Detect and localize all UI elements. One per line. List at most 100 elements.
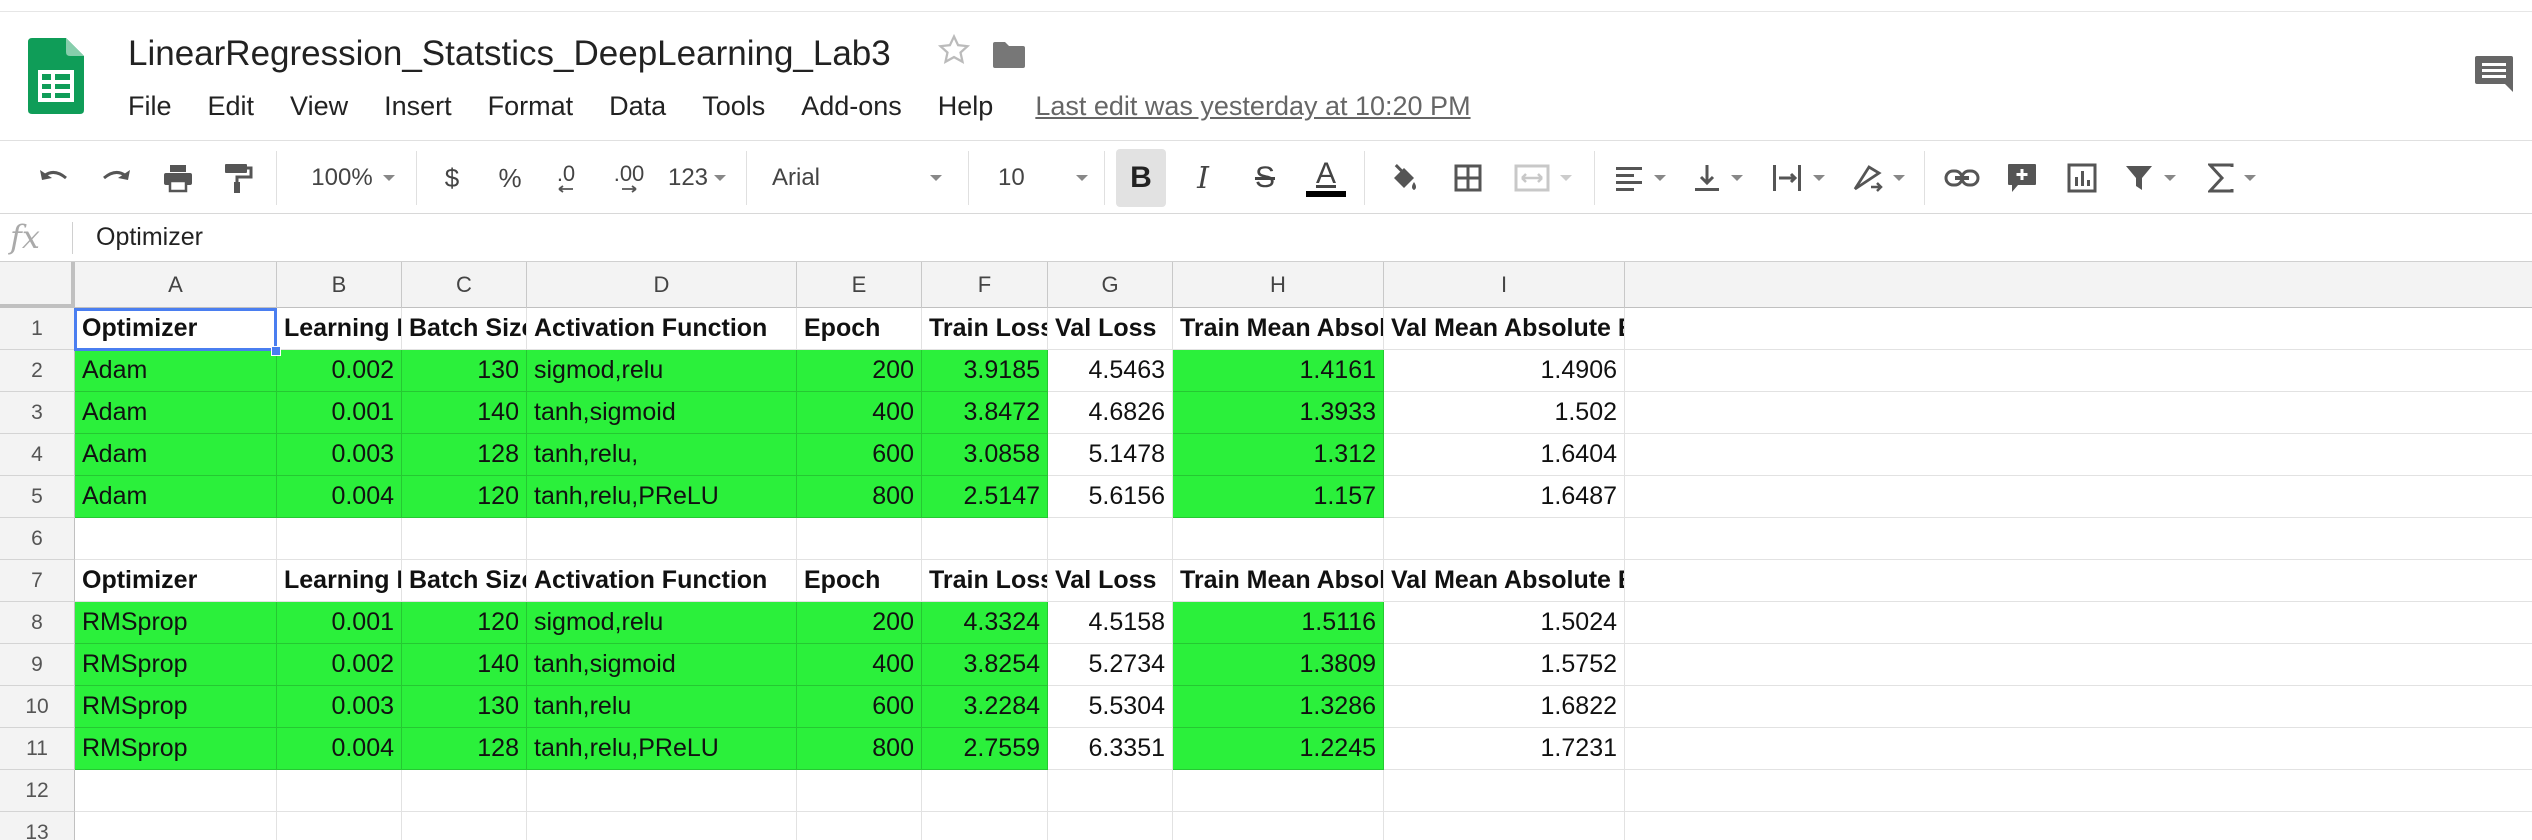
column-header-b[interactable]: B — [277, 262, 402, 308]
zoom-select[interactable]: 100% — [298, 141, 408, 215]
sheets-logo-icon[interactable] — [28, 38, 84, 114]
column-header-h[interactable]: H — [1173, 262, 1384, 308]
data-cell[interactable]: 600 — [797, 686, 922, 728]
column-header-e[interactable]: E — [797, 262, 922, 308]
column-header-c[interactable]: C — [402, 262, 527, 308]
column-header-g[interactable]: G — [1048, 262, 1173, 308]
data-cell[interactable]: 140 — [402, 392, 527, 434]
column-header-i[interactable]: I — [1384, 262, 1625, 308]
paint-format-icon[interactable] — [218, 141, 258, 215]
header-cell[interactable]: Train Loss — [922, 560, 1048, 602]
empty-cell[interactable] — [1048, 812, 1173, 840]
empty-cell[interactable] — [922, 770, 1048, 812]
vertical-align-icon[interactable] — [1688, 141, 1748, 215]
strikethrough-button[interactable]: S — [1254, 161, 1275, 194]
data-cell[interactable]: 200 — [797, 602, 922, 644]
column-header-f[interactable]: F — [922, 262, 1048, 308]
row-header-6[interactable]: 6 — [0, 518, 75, 560]
data-cell[interactable]: 1.312 — [1173, 434, 1384, 476]
data-cell[interactable]: 5.2734 — [1048, 644, 1173, 686]
menu-data[interactable]: Data — [609, 90, 667, 121]
empty-cell[interactable] — [1384, 770, 1625, 812]
data-cell[interactable]: 1.157 — [1173, 476, 1384, 518]
data-cell[interactable]: 120 — [402, 602, 527, 644]
empty-cell[interactable] — [402, 812, 527, 840]
menu-file[interactable]: File — [128, 90, 172, 121]
data-cell[interactable]: RMSprop — [75, 728, 277, 770]
data-cell[interactable]: 0.003 — [277, 434, 402, 476]
empty-cell[interactable] — [527, 770, 797, 812]
empty-cell[interactable] — [527, 518, 797, 560]
data-cell[interactable]: 1.3933 — [1173, 392, 1384, 434]
increase-decimal-button[interactable]: .00 — [606, 141, 652, 215]
data-cell[interactable]: 400 — [797, 392, 922, 434]
data-cell[interactable]: 4.5158 — [1048, 602, 1173, 644]
data-cell[interactable]: 1.6487 — [1384, 476, 1625, 518]
header-cell[interactable]: Learning Rate — [277, 560, 402, 602]
menu-add-ons[interactable]: Add-ons — [801, 90, 902, 121]
merge-cells-icon[interactable] — [1508, 141, 1578, 215]
empty-cell[interactable] — [1173, 812, 1384, 840]
data-cell[interactable]: 3.0858 — [922, 434, 1048, 476]
row-header-8[interactable]: 8 — [0, 602, 75, 644]
data-cell[interactable]: Adam — [75, 476, 277, 518]
star-icon[interactable] — [937, 33, 971, 67]
empty-cell[interactable] — [797, 770, 922, 812]
row-header-1[interactable]: 1 — [0, 308, 75, 350]
row-header-2[interactable]: 2 — [0, 350, 75, 392]
text-rotation-icon[interactable] — [1846, 141, 1910, 215]
menu-edit[interactable]: Edit — [207, 90, 255, 121]
document-title[interactable]: LinearRegression_Statstics_DeepLearning_… — [128, 34, 891, 73]
fill-color-icon[interactable] — [1380, 141, 1428, 215]
data-cell[interactable]: 4.3324 — [922, 602, 1048, 644]
data-cell[interactable]: Adam — [75, 434, 277, 476]
font-family-select[interactable]: Arial — [772, 141, 942, 215]
data-cell[interactable]: 2.7559 — [922, 728, 1048, 770]
data-cell[interactable]: 1.4161 — [1173, 350, 1384, 392]
empty-cell[interactable] — [922, 518, 1048, 560]
column-header-a[interactable]: A — [75, 262, 277, 308]
menu-format[interactable]: Format — [487, 90, 574, 121]
empty-cell[interactable] — [527, 812, 797, 840]
row-header-3[interactable]: 3 — [0, 392, 75, 434]
data-cell[interactable]: RMSprop — [75, 602, 277, 644]
italic-button[interactable]: I — [1197, 160, 1209, 196]
data-cell[interactable]: 3.8472 — [922, 392, 1048, 434]
formula-input[interactable]: Optimizer — [96, 223, 203, 251]
data-cell[interactable]: tanh,relu — [527, 686, 797, 728]
data-cell[interactable]: 120 — [402, 476, 527, 518]
text-wrapping-icon[interactable] — [1766, 141, 1830, 215]
empty-cell[interactable] — [277, 770, 402, 812]
empty-cell[interactable] — [402, 770, 527, 812]
functions-icon[interactable] — [2200, 141, 2264, 215]
data-cell[interactable]: 1.3286 — [1173, 686, 1384, 728]
insert-link-icon[interactable] — [1938, 141, 1986, 215]
data-cell[interactable]: Adam — [75, 350, 277, 392]
data-cell[interactable]: 0.002 — [277, 644, 402, 686]
header-cell[interactable]: Optimizer — [75, 560, 277, 602]
more-formats-button[interactable]: 123 — [664, 141, 730, 215]
print-icon[interactable] — [158, 141, 198, 215]
empty-cell[interactable] — [1048, 770, 1173, 812]
row-header-10[interactable]: 10 — [0, 686, 75, 728]
borders-icon[interactable] — [1444, 141, 1492, 215]
data-cell[interactable]: RMSprop — [75, 644, 277, 686]
percent-format-button[interactable]: % — [498, 162, 522, 193]
data-cell[interactable]: 400 — [797, 644, 922, 686]
data-cell[interactable]: 128 — [402, 434, 527, 476]
data-cell[interactable]: 5.6156 — [1048, 476, 1173, 518]
undo-icon[interactable] — [34, 141, 74, 215]
data-cell[interactable]: 1.3809 — [1173, 644, 1384, 686]
empty-cell[interactable] — [75, 518, 277, 560]
horizontal-align-icon[interactable] — [1610, 141, 1670, 215]
menu-insert[interactable]: Insert — [384, 90, 452, 121]
data-cell[interactable]: 1.502 — [1384, 392, 1625, 434]
header-cell[interactable]: Activation Function — [527, 308, 797, 350]
data-cell[interactable]: 2.5147 — [922, 476, 1048, 518]
filter-icon[interactable] — [2118, 141, 2182, 215]
data-cell[interactable]: 1.6822 — [1384, 686, 1625, 728]
data-cell[interactable]: 1.2245 — [1173, 728, 1384, 770]
header-cell[interactable]: Optimizer — [75, 308, 277, 350]
decrease-decimal-button[interactable]: .0 — [546, 141, 586, 215]
empty-cell[interactable] — [1384, 812, 1625, 840]
